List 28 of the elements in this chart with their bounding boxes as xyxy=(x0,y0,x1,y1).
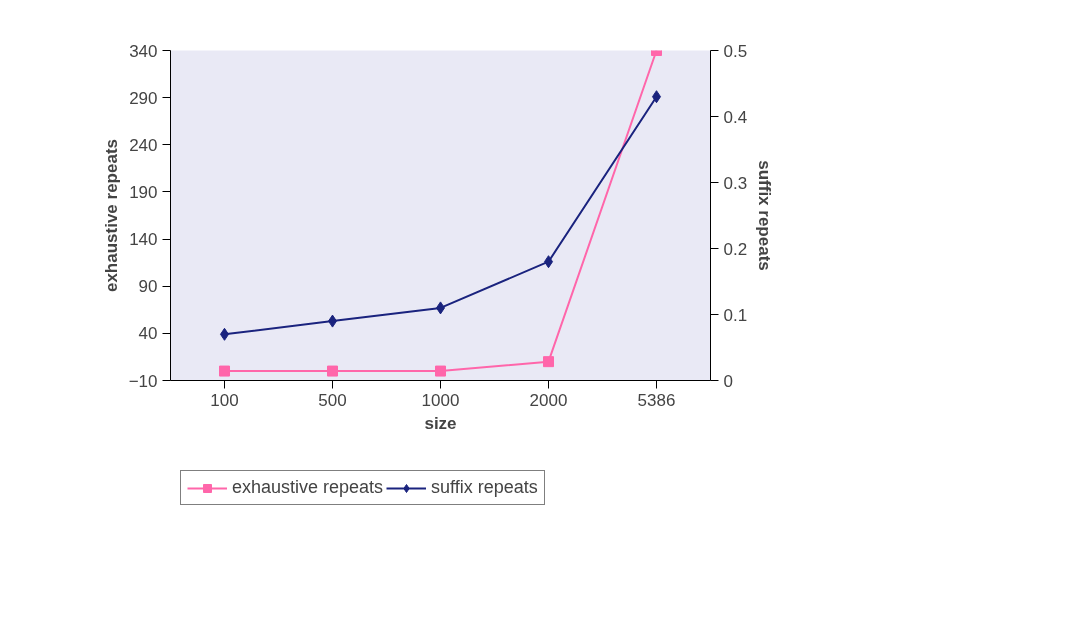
y2-tick-label: 0.2 xyxy=(723,239,748,259)
y2-tick-label: 0.5 xyxy=(723,41,748,61)
y2-tick-label: 0.1 xyxy=(723,305,748,325)
y-tick-label: 340 xyxy=(129,41,158,61)
legend-label: exhaustive repeats xyxy=(232,477,384,498)
point xyxy=(543,356,554,368)
y-tick-label: 140 xyxy=(129,230,158,250)
x-axis-title: size xyxy=(424,413,457,433)
y-tick-label: 40 xyxy=(138,324,158,344)
legend-label: suffix repeats xyxy=(431,477,538,498)
x-tick-label: 500 xyxy=(318,390,347,410)
y-tick-label: −10 xyxy=(128,371,158,391)
point xyxy=(435,365,446,377)
point xyxy=(327,365,338,377)
y-tick-label: 290 xyxy=(129,88,158,108)
x-tick-label: 1000 xyxy=(421,390,460,410)
x-tick-label: 2000 xyxy=(529,390,568,410)
y2-tick-label: 0.4 xyxy=(723,107,748,127)
y-tick-label: 190 xyxy=(129,182,158,202)
point xyxy=(219,365,230,377)
x-tick-label: 5386 xyxy=(637,390,676,410)
y-axis-title: exhaustive repeats xyxy=(101,138,121,293)
y2-tick-label: 0 xyxy=(723,371,733,391)
y-tick-label: 90 xyxy=(138,277,158,297)
y2-axis-title: suffix repeats xyxy=(755,160,775,271)
y2-tick-label: 0.3 xyxy=(723,173,748,193)
y-tick-label: 240 xyxy=(129,135,158,155)
x-tick-label: 100 xyxy=(210,390,239,410)
